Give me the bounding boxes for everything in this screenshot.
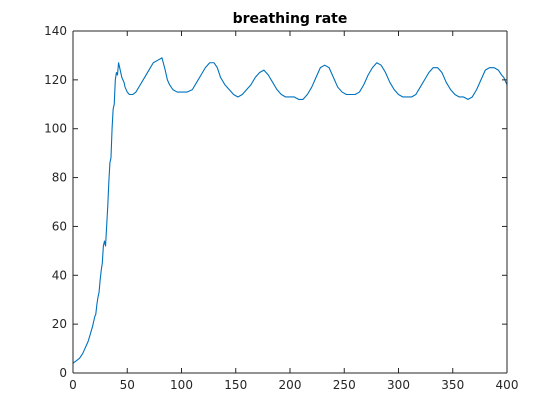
x-tick-label: 150 bbox=[224, 378, 247, 392]
y-tick-label: 0 bbox=[59, 366, 67, 380]
x-tick-label: 350 bbox=[441, 378, 464, 392]
y-axis-ticks: 0 20 40 60 80 100 120 140 bbox=[44, 24, 507, 380]
x-tick-label: 200 bbox=[279, 378, 302, 392]
y-tick-label: 20 bbox=[52, 317, 67, 331]
series-group bbox=[72, 57, 508, 364]
y-tick-label: 80 bbox=[52, 171, 67, 185]
chart-title: breathing rate bbox=[233, 11, 348, 27]
x-tick-label: 300 bbox=[387, 378, 410, 392]
y-tick-label: 120 bbox=[44, 73, 67, 87]
y-tick-label: 100 bbox=[44, 122, 67, 136]
x-tick-label: 250 bbox=[333, 378, 356, 392]
x-tick-label: 400 bbox=[496, 378, 519, 392]
y-tick-label: 60 bbox=[52, 219, 67, 233]
y-tick-label: 140 bbox=[44, 24, 67, 38]
x-tick-label: 50 bbox=[120, 378, 135, 392]
x-tick-label: 0 bbox=[69, 378, 77, 392]
plot-area-background bbox=[73, 31, 507, 373]
x-tick-label: 100 bbox=[170, 378, 193, 392]
x-axis-ticks: 0 50 100 150 200 250 300 350 400 bbox=[69, 31, 518, 392]
y-tick-label: 40 bbox=[52, 268, 67, 282]
series-line-1 bbox=[72, 57, 508, 364]
